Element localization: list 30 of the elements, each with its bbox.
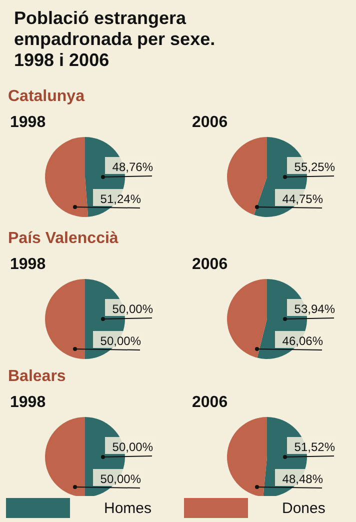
data-label: 46,06% [282,334,324,348]
data-label: 48,48% [282,472,324,486]
chart-title: 1998 [10,114,46,132]
chart-title: 2006 [192,256,228,274]
data-label: 51,24% [100,192,142,206]
chart-subtitle: Balears [8,368,67,386]
data-label: 53,94% [294,302,336,316]
chart-title: 2006 [192,114,228,132]
chart-title: 1998 [10,256,46,274]
chart-subtitle: País Valenccià [8,230,120,248]
text: Població estrangera empadronada per sexe. 1998 i 2006 [14,8,216,71]
legend-label: Homes [104,500,152,516]
pie-slice [45,279,85,359]
data-label: 50,00% [112,302,154,316]
data-label: 55,25% [294,160,336,174]
chart-title: 1998 [10,394,46,412]
data-label: 50,00% [112,440,154,454]
pie-slice [227,137,267,215]
data-label: 44,75% [282,192,324,206]
pie-slice [227,279,267,358]
data-label: 50,00% [100,334,142,348]
data-label: 48,76% [112,160,154,174]
pie-slice [227,417,267,497]
legend-label: Dones [282,500,326,516]
data-label: 50,00% [100,472,142,486]
pie-slice [45,137,88,217]
chart-title: 2006 [192,394,228,412]
pie-slice [45,417,85,497]
chart-subtitle: Catalunya [8,88,86,106]
data-label: 51,52% [294,440,336,454]
